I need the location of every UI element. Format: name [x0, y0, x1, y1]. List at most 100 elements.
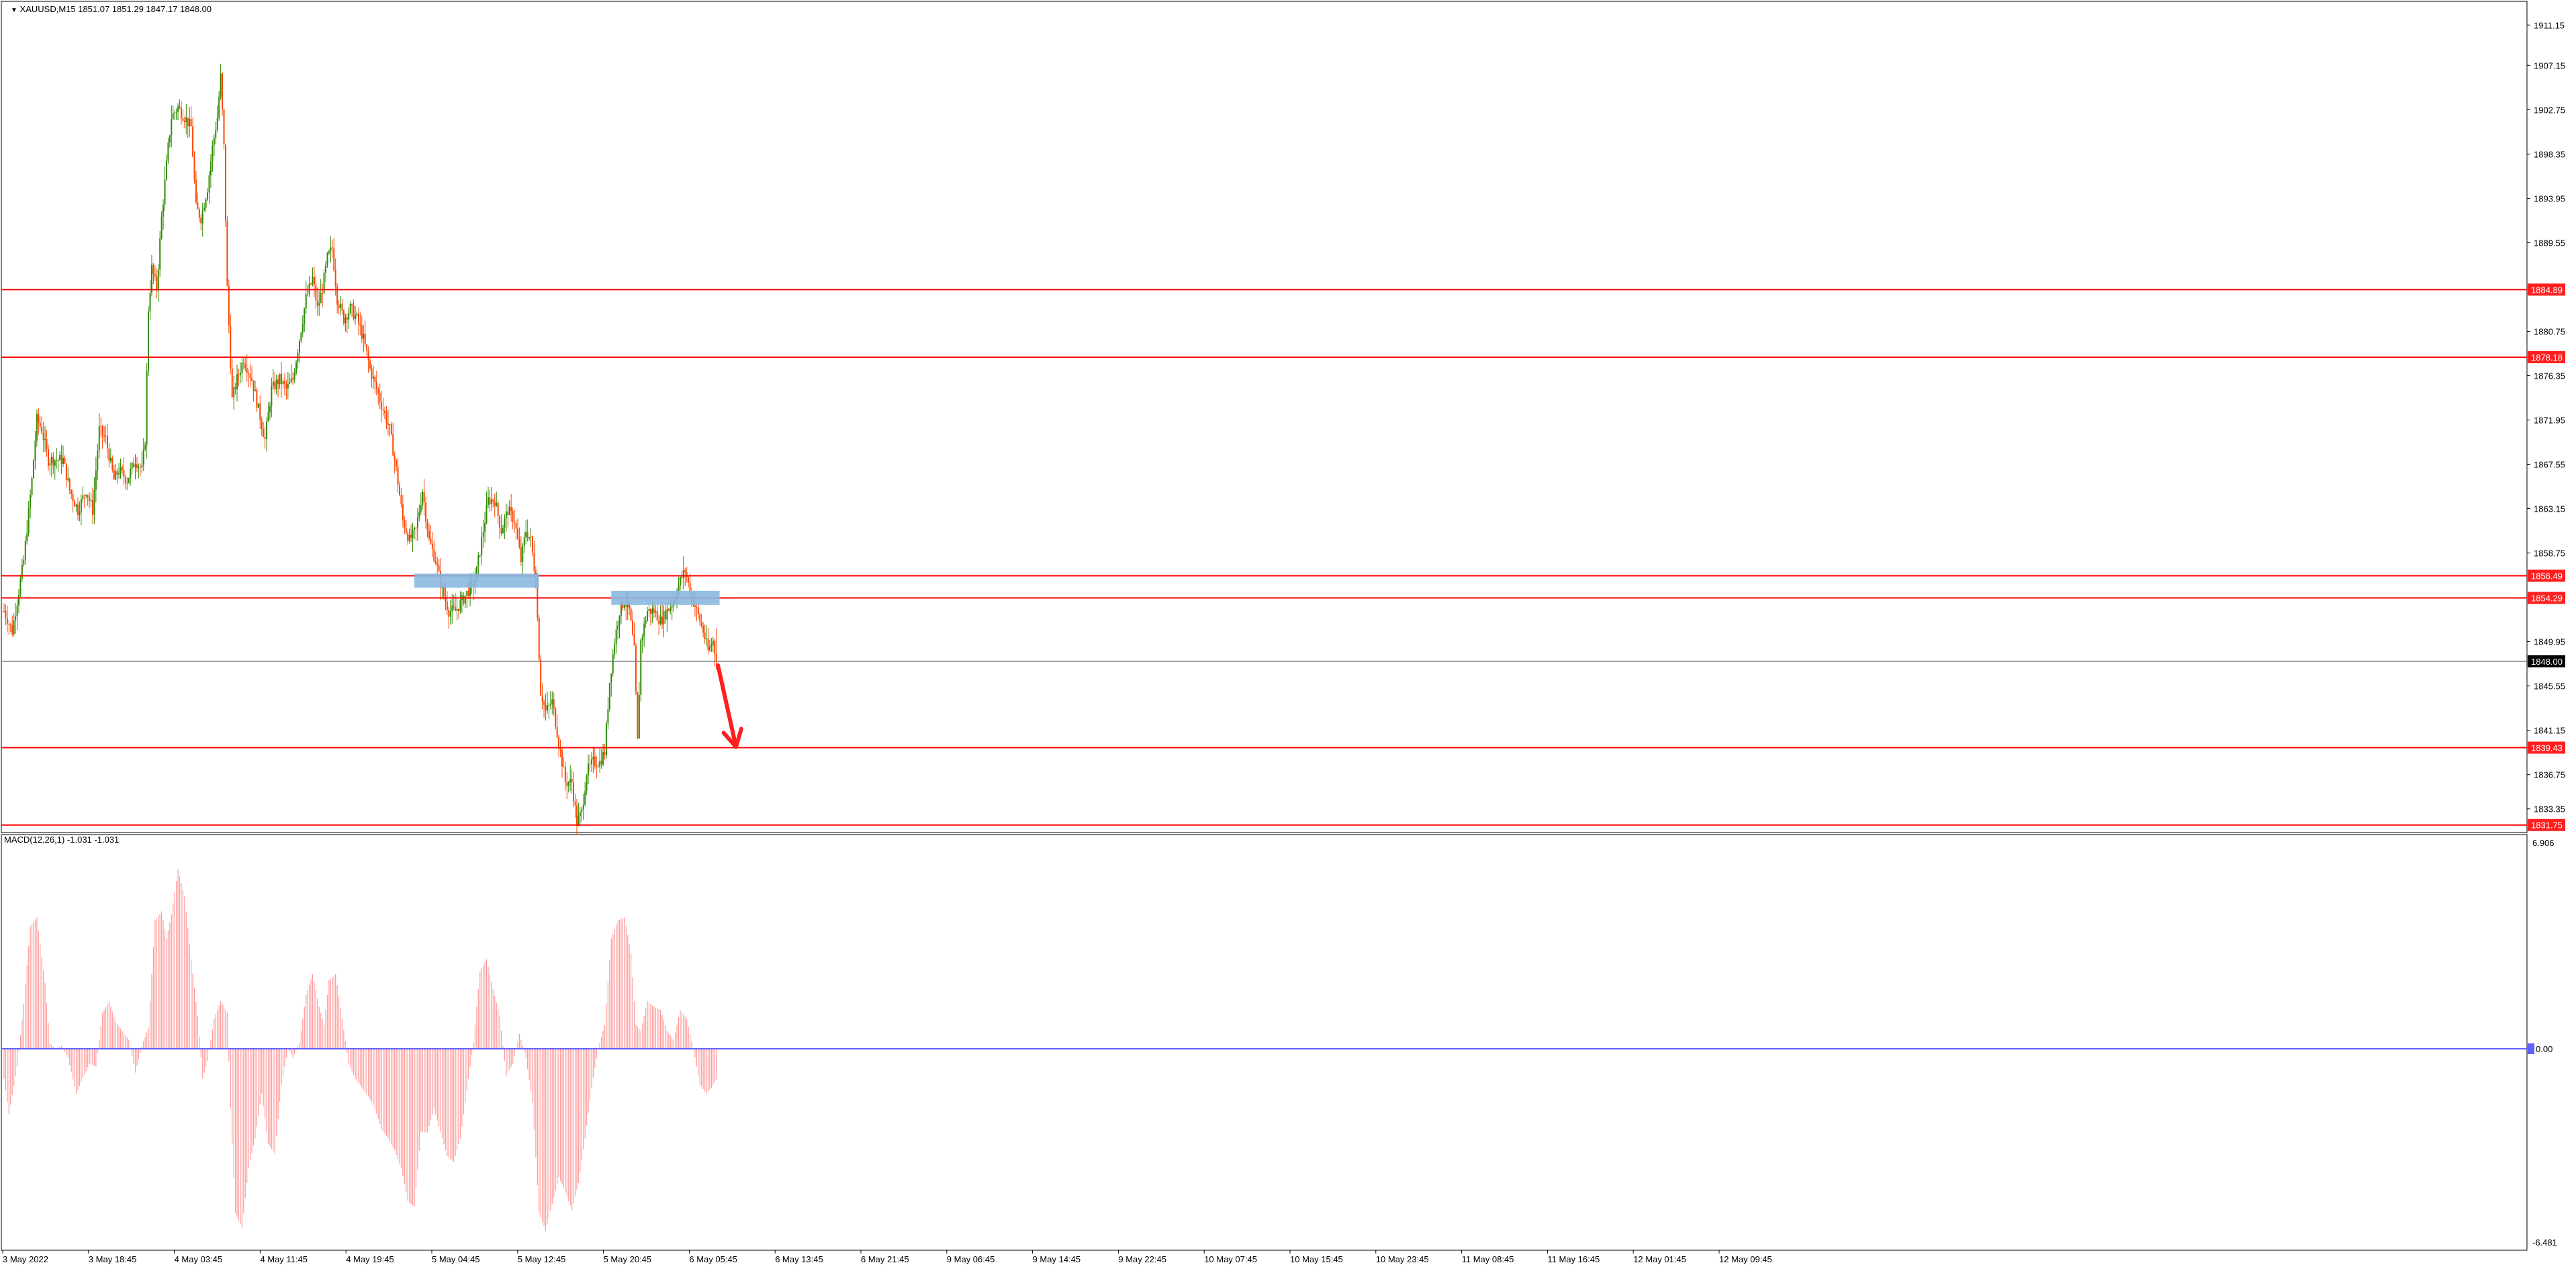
candle-body	[408, 534, 410, 541]
candle-body	[464, 596, 466, 604]
candle-body	[430, 538, 432, 544]
candle-body	[647, 611, 649, 621]
candle-body	[715, 653, 717, 661]
candle-body	[633, 635, 635, 646]
candle-body	[326, 253, 328, 265]
candle-body	[30, 494, 32, 508]
candle-body	[668, 609, 670, 611]
candle-body	[200, 218, 202, 224]
candle-body	[32, 460, 34, 479]
candle-body	[47, 449, 49, 466]
candle-body	[207, 192, 209, 200]
arrow-shaft	[716, 663, 739, 749]
candle-body	[592, 757, 594, 760]
candle-body	[586, 776, 588, 792]
candle-body	[434, 561, 436, 564]
candle-body	[541, 695, 543, 702]
candle-body	[561, 750, 563, 767]
time-tick-label: 10 May 07:45	[1204, 1254, 1257, 1264]
candle-body	[241, 363, 243, 373]
candle-body	[44, 438, 46, 440]
candle-body	[106, 436, 108, 449]
candle-body	[128, 477, 130, 483]
price-tick-label: 1845.55	[2534, 682, 2565, 692]
candle-body	[274, 381, 276, 389]
candle-body	[50, 457, 52, 463]
candle-body	[710, 645, 712, 647]
candle-body	[341, 303, 343, 311]
candle-body	[500, 527, 502, 534]
candle-body	[24, 541, 26, 560]
candle-body	[205, 199, 207, 208]
candle-body	[28, 507, 30, 534]
candle-body	[292, 378, 294, 380]
level-label: 1884.89	[2531, 285, 2563, 295]
candle-body	[75, 504, 77, 507]
candle-body	[637, 692, 639, 739]
price-tick-label: 1871.95	[2534, 416, 2565, 426]
candle-body	[481, 536, 483, 555]
candle-body	[604, 752, 606, 755]
price-tick-label: 1867.55	[2534, 460, 2565, 470]
candle-body	[385, 413, 387, 424]
time-tick-label: 9 May 22:45	[1118, 1254, 1166, 1264]
candle-body	[252, 380, 255, 391]
candle-body	[224, 144, 226, 221]
candle-body	[41, 426, 43, 433]
candle-body	[295, 362, 297, 374]
candle-body	[82, 495, 84, 500]
symbol-header: ▼ XAUUSD,M15 1851.07 1851.29 1847.17 184…	[11, 4, 212, 14]
time-tick-label: 5 May 04:45	[432, 1254, 480, 1264]
macd-tick-label: -6.481	[2532, 1237, 2557, 1248]
candle-body	[510, 506, 512, 511]
candle-body	[236, 374, 238, 389]
candle-body	[369, 361, 371, 369]
price-tick-label: 1863.15	[2534, 504, 2565, 514]
candle-body	[700, 622, 702, 626]
candle-body	[271, 386, 273, 407]
candle-body	[526, 532, 528, 538]
candle-body	[617, 625, 619, 630]
candle-body	[576, 805, 578, 826]
candle-body	[582, 804, 584, 810]
candle-body	[451, 606, 453, 612]
time-tick-label: 11 May 16:45	[1547, 1254, 1600, 1264]
macd-tick-label: 6.906	[2532, 838, 2555, 848]
candle-body	[39, 422, 41, 427]
candle-body	[287, 383, 289, 389]
price-tick-label: 1902.75	[2534, 105, 2565, 115]
price-tick-label: 1893.95	[2534, 193, 2565, 203]
candle-body	[630, 608, 632, 621]
price-tick-label: 1889.55	[2534, 238, 2565, 248]
candle-body	[645, 620, 647, 624]
candle-body	[263, 429, 265, 437]
candle-body	[103, 435, 105, 437]
candle-body	[490, 499, 492, 505]
candle-body	[290, 378, 292, 382]
candle-body	[238, 374, 240, 375]
candle-body	[431, 543, 433, 549]
candle-body	[525, 532, 527, 538]
candle-body	[446, 602, 448, 610]
candle-body	[457, 608, 459, 612]
candle-body	[714, 641, 716, 654]
time-tick-label: 10 May 23:45	[1376, 1254, 1429, 1264]
price-tick-label: 1911.15	[2534, 20, 2565, 30]
candle-body	[375, 381, 377, 389]
level-label-bg	[2528, 569, 2565, 582]
candle-body	[564, 767, 566, 783]
candle-body	[283, 381, 285, 385]
candle-body	[512, 510, 514, 522]
collapse-triangle-icon[interactable]: ▼	[11, 7, 17, 14]
candle-body	[428, 530, 430, 539]
candle-body	[105, 436, 107, 438]
candle-body	[553, 699, 555, 709]
candle-body	[115, 471, 117, 480]
candle-body	[52, 457, 54, 466]
candle-body	[507, 511, 509, 515]
macd-pane-border	[1, 834, 2528, 1251]
candle-body	[249, 374, 251, 379]
time-tick-label: 12 May 01:45	[1633, 1254, 1686, 1264]
candle-body	[72, 494, 74, 502]
